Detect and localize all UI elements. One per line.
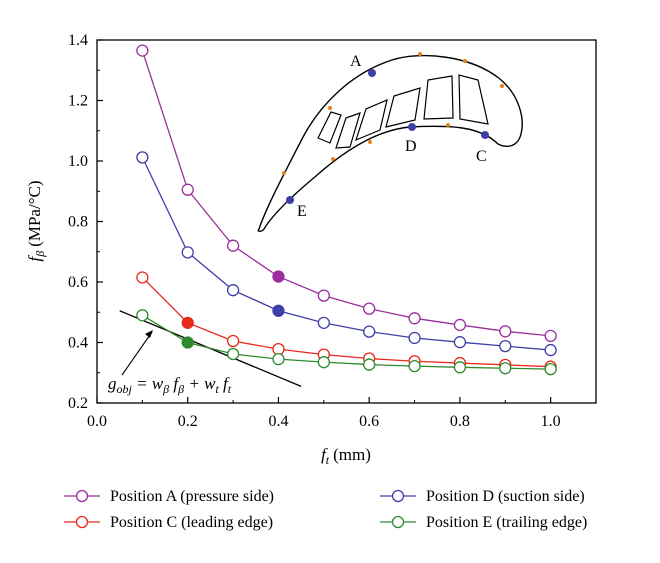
highlight-point (181, 336, 194, 349)
data-point (544, 329, 557, 342)
data-point (317, 316, 330, 329)
legend-label: Position A (pressure side) (110, 488, 274, 505)
legend-label: Position D (suction side) (426, 488, 585, 505)
data-point (226, 347, 240, 361)
y-label-main: f (25, 255, 44, 262)
highlight-point (181, 316, 194, 329)
data-point (408, 331, 421, 345)
data-point (136, 151, 149, 164)
legend-swatch-marker (391, 515, 405, 529)
legend-label: Position E (trailing edge) (426, 514, 587, 531)
y-tick-label: 0.8 (68, 214, 88, 231)
series-line (141, 157, 551, 351)
blade-label-a: A (350, 53, 362, 70)
tick-labels: 0.0 0.2 0.4 0.6 0.8 1.00.20.40.60.81.01.21.4 (68, 32, 561, 430)
legend: Position A (pressure side) Position D (su… (64, 488, 587, 531)
x-tick-label: 0.4 (268, 413, 288, 430)
y-tick-label: 1.2 (68, 93, 88, 110)
series-line (141, 50, 551, 337)
plot-frame (96, 39, 597, 404)
data-point (408, 312, 421, 325)
y-tick-label: 1.4 (68, 32, 88, 49)
x-label-sub: t (326, 453, 330, 467)
data-point (408, 359, 421, 373)
blade-label-c: C (476, 148, 487, 165)
y-label-unit: (MPa/°C) (25, 180, 44, 246)
y-tick-label: 0.2 (68, 395, 88, 412)
y-tick-label: 0.6 (68, 274, 88, 291)
annotation-arrow-head (145, 330, 153, 338)
legend-label: Position C (leading edge) (110, 514, 273, 531)
data-point (363, 358, 376, 371)
series-1 (136, 151, 557, 357)
blade-rib-channels (317, 74, 489, 149)
blade-outline (257, 54, 523, 232)
highlight-point (272, 270, 285, 283)
data-point (226, 334, 240, 348)
data-point (453, 336, 467, 349)
objective-annotation: gobj = wβ fβ + wt ft (108, 310, 302, 396)
legend-swatch-marker (75, 489, 89, 503)
series-line (141, 277, 551, 368)
data-point (499, 339, 512, 353)
data-point (317, 289, 330, 302)
data-point (544, 343, 557, 357)
data-point (453, 361, 467, 374)
y-axis-label: fβ (MPa/°C) (25, 180, 47, 261)
x-tick-label: 0.6 (359, 413, 379, 430)
legend-item: Position E (trailing edge) (380, 514, 587, 531)
data-point (136, 44, 149, 57)
data-point (226, 284, 240, 297)
blade-label-e: E (297, 203, 307, 220)
data-point (363, 302, 376, 315)
axis-ticks (96, 39, 597, 404)
series-2 (136, 271, 557, 373)
y-tick-label: 1.0 (68, 153, 88, 170)
data-point (544, 362, 557, 376)
data-point (181, 183, 194, 196)
x-tick-label: 1.0 (541, 413, 561, 430)
series-line (142, 314, 551, 370)
x-tick-label: 0.8 (450, 413, 470, 430)
series-0 (136, 44, 557, 342)
objective-equation: gobj = wβ fβ + wt ft (108, 374, 232, 396)
data-point (363, 325, 376, 338)
legend-item: Position C (leading edge) (64, 514, 273, 531)
data-point (136, 271, 149, 284)
legend-item: Position A (pressure side) (64, 488, 274, 505)
blade-sample-points (282, 52, 504, 175)
y-tick-label: 0.4 (68, 335, 88, 352)
data-point (226, 239, 240, 252)
series-3 (136, 309, 557, 376)
x-tick-label: 0.2 (178, 413, 198, 430)
series-group (136, 44, 557, 376)
blade-label-d: D (405, 138, 417, 155)
blade-inset: A D C E (257, 52, 523, 232)
blade-point-d (408, 123, 416, 131)
blade-point-e (286, 196, 294, 204)
data-point (136, 309, 149, 322)
data-point (499, 325, 512, 338)
data-point (181, 246, 194, 259)
legend-item: Position D (suction side) (380, 488, 585, 505)
x-label-unit: (mm) (333, 445, 371, 464)
legend-swatch-marker (391, 489, 405, 503)
data-point (272, 352, 285, 366)
data-point (499, 362, 512, 375)
legend-swatch-marker (75, 515, 89, 529)
data-point (317, 356, 330, 369)
x-tick-label: 0.0 (87, 413, 107, 430)
data-point (453, 318, 467, 332)
x-axis-label: ft (mm) (321, 445, 371, 467)
y-label-sub: β (33, 251, 47, 258)
blade-point-c (481, 131, 489, 139)
x-label-main: f (321, 445, 328, 464)
annotation-arrow-shaft (121, 331, 153, 376)
highlight-point (272, 304, 285, 317)
blade-point-a (368, 69, 376, 77)
